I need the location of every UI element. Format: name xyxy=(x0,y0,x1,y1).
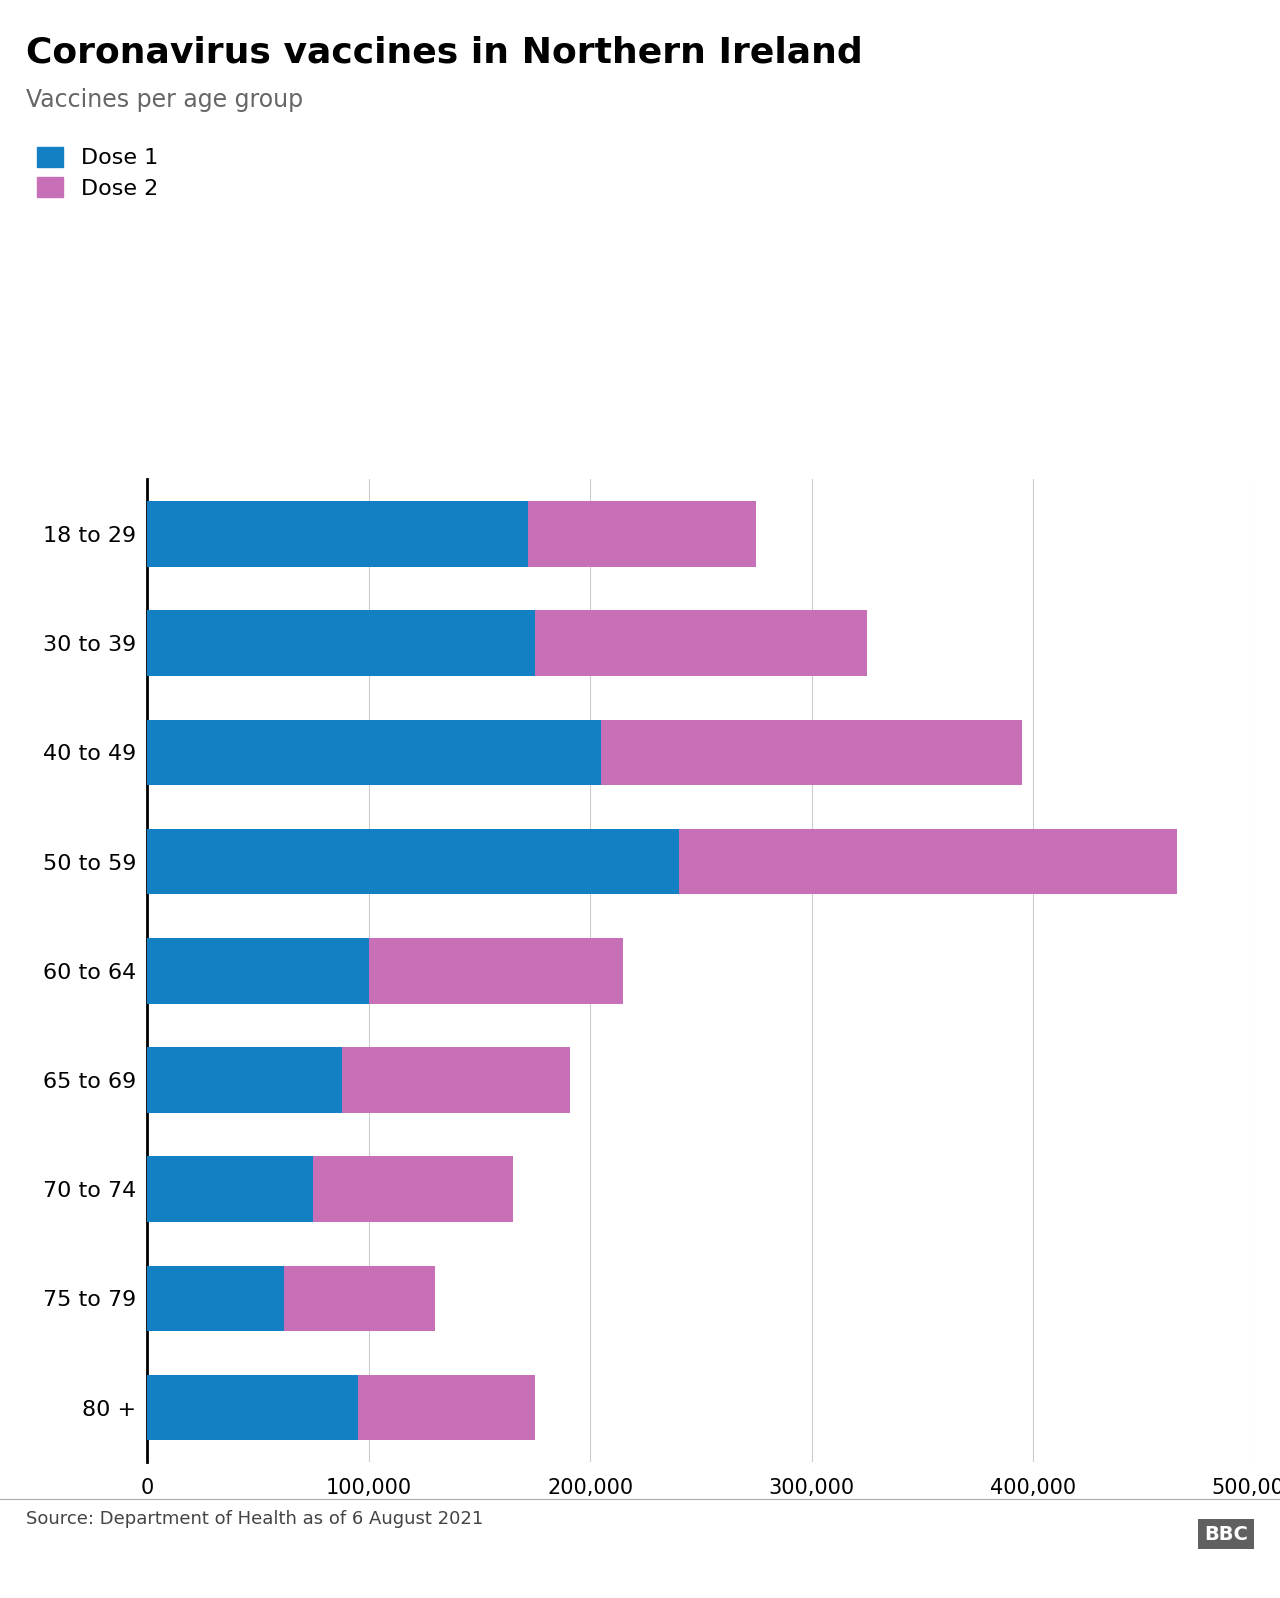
Bar xyxy=(147,610,535,676)
Bar xyxy=(357,1374,535,1440)
Bar xyxy=(147,829,678,895)
Bar xyxy=(602,719,1021,785)
Bar xyxy=(529,502,756,567)
Bar xyxy=(147,719,602,785)
Text: Vaccines per age group: Vaccines per age group xyxy=(26,88,303,112)
Bar xyxy=(314,1157,512,1222)
Bar xyxy=(147,1374,357,1440)
Bar xyxy=(147,1266,284,1331)
Bar xyxy=(147,1047,342,1112)
Bar xyxy=(284,1266,435,1331)
Bar xyxy=(342,1047,570,1112)
Legend: Dose 1, Dose 2: Dose 1, Dose 2 xyxy=(37,147,159,198)
Bar xyxy=(147,938,369,1004)
Text: Source: Department of Health as of 6 August 2021: Source: Department of Health as of 6 Aug… xyxy=(26,1510,483,1528)
Bar xyxy=(369,938,623,1004)
Text: BBC: BBC xyxy=(1204,1524,1248,1544)
Bar xyxy=(535,610,867,676)
Bar xyxy=(678,829,1176,895)
Bar xyxy=(147,1157,314,1222)
Text: Coronavirus vaccines in Northern Ireland: Coronavirus vaccines in Northern Ireland xyxy=(26,35,863,69)
Bar xyxy=(147,502,529,567)
